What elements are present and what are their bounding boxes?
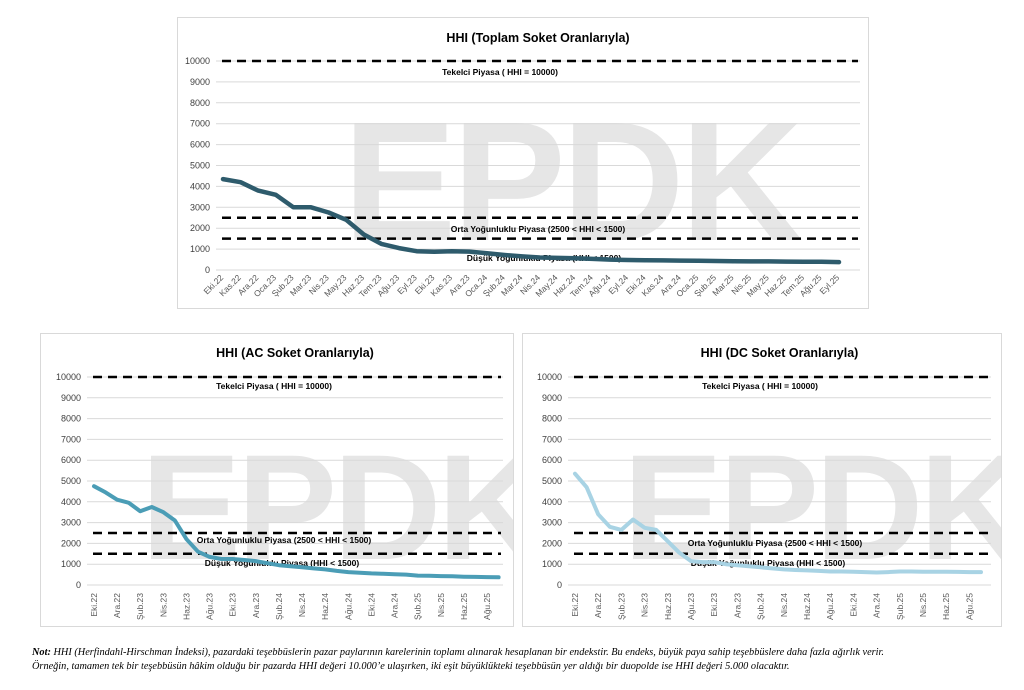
x-tick-label: Haz.23 (663, 593, 673, 620)
reference-label: Düşük Yoğunluklu Piyasa (HHI < 1500) (205, 558, 360, 568)
x-tick-label: Nis.25 (436, 593, 446, 617)
footnote: Not: HHI (Herfindahl-Hirschman İndeksi),… (32, 646, 1012, 674)
x-tick-label: Ağu.23 (205, 593, 215, 620)
y-tick-label: 3000 (542, 518, 562, 528)
y-tick-label: 3000 (61, 518, 81, 528)
chart-total-svg: EPDK 0 1000 2000 3000 4000 5000 6000 7000 8000 900… (185, 31, 860, 299)
x-tick-label: Eyl.25 (818, 272, 842, 296)
watermark-logo: EPDK (141, 423, 513, 591)
footnote-line2: Örneğin, tamamen tek bir teşebbüsün hâki… (32, 661, 790, 672)
chart-total: EPDK 0 1000 2000 3000 4000 5000 6000 7000 8000 900… (177, 17, 869, 309)
x-tick-label: Ara.24 (390, 593, 400, 618)
x-tick-label: Ağu.24 (343, 593, 353, 620)
x-tick-label: Eki.23 (709, 593, 719, 617)
x-tick-label: Eki.22 (570, 593, 580, 617)
chart-title: HHI (AC Soket Oranlarıyla) (216, 346, 374, 360)
footnote-line1: HHI (Herfindahl-Hirschman İndeksi), paza… (50, 647, 884, 658)
series-line (220, 176, 842, 265)
x-tick-label: Eki.23 (228, 593, 238, 617)
y-tick-label: 1000 (190, 244, 210, 254)
x-tick-label: Nis.23 (640, 593, 650, 617)
y-tick-label: 1000 (542, 559, 562, 569)
x-tick-label: Eki.22 (89, 593, 99, 617)
reference-label: Orta Yoğunluklu Piyasa (2500 < HHI < 150… (197, 535, 372, 545)
reference-label: Düşük Yoğunluklu Piyasa (HHI < 1500) (691, 558, 846, 568)
x-tick-label: Ağu.24 (825, 593, 835, 620)
x-tick-label: Nis.23 (158, 593, 168, 617)
x-tick-label: Haz.23 (181, 593, 191, 620)
y-tick-label: 7000 (542, 434, 562, 444)
y-tick-label: 5000 (61, 476, 81, 486)
y-tick-label: 2000 (61, 538, 81, 548)
x-tick-label: Haz.24 (320, 593, 330, 620)
series-line (92, 484, 501, 580)
y-tick-label: 10000 (537, 372, 562, 382)
y-tick-label: 4000 (61, 497, 81, 507)
y-tick-label: 0 (76, 580, 81, 590)
y-tick-label: 3000 (190, 202, 210, 212)
watermark-logo: EPDK (623, 423, 1001, 591)
x-tick-label: Ara.23 (251, 593, 261, 618)
x-tick-label: Nis.24 (779, 593, 789, 617)
chart-dc: EPDK 0 1000 2000 3000 4000 5000 6000 7000 8000 900… (522, 333, 1024, 627)
reference-label: Orta Yoğunluklu Piyasa (2500 < HHI < 150… (688, 538, 863, 548)
y-tick-label: 10000 (56, 372, 81, 382)
y-tick-label: 5000 (190, 161, 210, 171)
x-tick-label: Nis.25 (918, 593, 928, 617)
y-tick-label: 9000 (190, 77, 210, 87)
x-tick-label: Şub.24 (756, 593, 766, 620)
x-tick-label: Eki.24 (848, 593, 858, 617)
y-tick-label: 8000 (542, 414, 562, 424)
watermark-logo: EPDK (343, 87, 803, 277)
chart-title: HHI (DC Soket Oranlarıyla) (701, 346, 859, 360)
y-tick-label: 4000 (190, 181, 210, 191)
y-tick-label: 9000 (61, 393, 81, 403)
y-tick-label: 8000 (190, 98, 210, 108)
y-tick-label: 6000 (190, 140, 210, 150)
x-tick-label: Ağu.23 (686, 593, 696, 620)
y-tick-label: 1000 (61, 559, 81, 569)
y-tick-label: 2000 (190, 223, 210, 233)
x-tick-label: Şub.25 (413, 593, 423, 620)
y-tick-label: 6000 (542, 455, 562, 465)
x-tick-label: Şub.24 (274, 593, 284, 620)
x-tick-label: Ara.22 (593, 593, 603, 618)
y-tick-label: 7000 (190, 119, 210, 129)
reference-label: Orta Yoğunluklu Piyasa (2500 < HHI < 150… (451, 224, 626, 234)
x-tick-label: Ara.23 (732, 593, 742, 618)
x-tick-label: Şub.23 (135, 593, 145, 620)
x-tick-label: Nis.24 (297, 593, 307, 617)
x-tick-label: Ara.24 (872, 593, 882, 618)
footnote-prefix: Not: (32, 647, 51, 658)
y-tick-label: 7000 (61, 434, 81, 444)
y-tick-label: 0 (205, 265, 210, 275)
y-tick-label: 8000 (61, 414, 81, 424)
chart-title: HHI (Toplam Soket Oranlarıyla) (446, 31, 629, 45)
x-tick-label: Eki.24 (366, 593, 376, 617)
x-tick-label: Haz.24 (802, 593, 812, 620)
chart-dc-svg: EPDK 0 1000 2000 3000 4000 5000 6000 7000 8000 900… (537, 346, 1024, 620)
y-tick-label: 5000 (542, 476, 562, 486)
y-tick-label: 4000 (542, 497, 562, 507)
y-tick-label: 0 (557, 580, 562, 590)
x-tick-label: Şub.23 (616, 593, 626, 620)
series-line (573, 471, 983, 575)
x-tick-label: Ara.22 (112, 593, 122, 618)
reference-label: Tekelci Piyasa ( HHI = 10000) (442, 67, 558, 77)
reference-label: Tekelci Piyasa ( HHI = 10000) (702, 381, 818, 391)
x-tick-label: Haz.25 (941, 593, 951, 620)
y-tick-label: 2000 (542, 538, 562, 548)
x-tick-label: Ağu.25 (964, 593, 974, 620)
reference-label: Tekelci Piyasa ( HHI = 10000) (216, 381, 332, 391)
x-tick-label: Haz.25 (459, 593, 469, 620)
x-tick-label: Şub.25 (895, 593, 905, 620)
chart-ac-svg: EPDK 0 1000 2000 3000 4000 5000 6000 7000 8000 900… (56, 346, 548, 620)
y-tick-label: 6000 (61, 455, 81, 465)
chart-ac: EPDK 0 1000 2000 3000 4000 5000 6000 7000 8000 900… (40, 333, 548, 627)
y-tick-label: 10000 (185, 56, 210, 66)
y-tick-label: 9000 (542, 393, 562, 403)
x-tick-label: Ağu.25 (482, 593, 492, 620)
